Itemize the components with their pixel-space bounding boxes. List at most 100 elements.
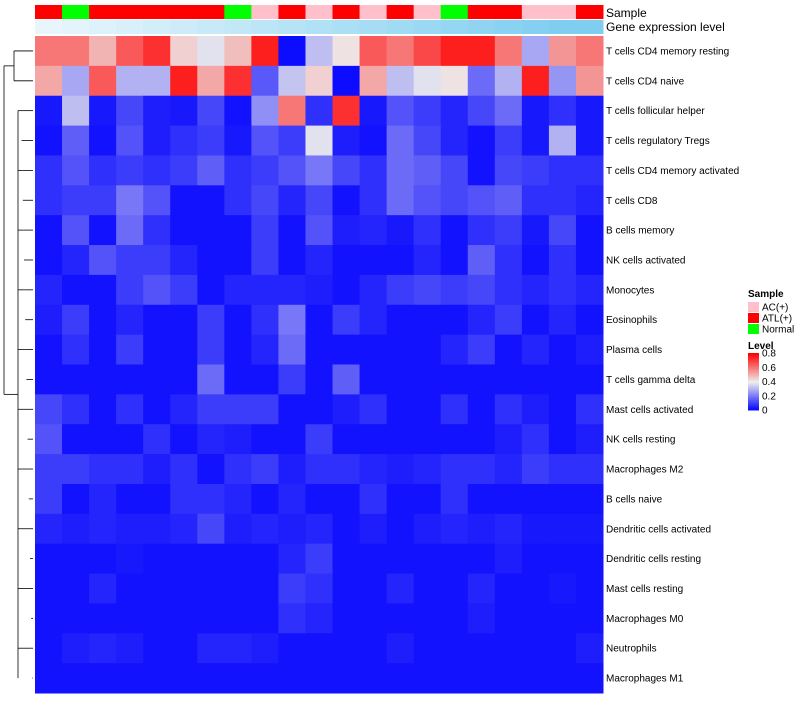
heatmap-cell: [62, 304, 90, 336]
level-legend-bar-segment: [748, 390, 759, 392]
expression-annotation-cell: [305, 20, 334, 34]
heatmap-cell: [143, 36, 171, 67]
heatmap-cell: [440, 155, 469, 186]
heatmap-cell: [413, 334, 442, 365]
heatmap-cell: [359, 36, 388, 67]
heatmap-cell: [62, 424, 90, 455]
level-legend-bar-segment: [748, 374, 759, 377]
heatmap-cell: [467, 573, 496, 604]
heatmap-cell: [197, 663, 225, 694]
sample-legend-label: Normal: [762, 325, 794, 336]
heatmap-cell: [548, 454, 577, 485]
heatmap-cell: [467, 304, 496, 336]
heatmap-cell: [359, 483, 388, 515]
heatmap-cell: [386, 245, 415, 276]
heatmap-cell: [494, 424, 523, 455]
heatmap-cell: [521, 663, 550, 694]
heatmap-cell: [170, 573, 198, 604]
heatmap-cell: [89, 454, 117, 485]
heatmap-cell: [467, 454, 496, 485]
heatmap-cell: [467, 513, 496, 545]
level-legend-bar-segment: [748, 381, 759, 384]
expression-annotation-cell: [197, 20, 225, 34]
heatmap-cell: [89, 543, 117, 575]
heatmap-cell: [116, 424, 144, 455]
heatmap-cell: [278, 513, 306, 545]
heatmap-cell: [494, 513, 523, 545]
expression-annotation-cell: [386, 20, 415, 34]
heatmap-cell: [89, 185, 117, 216]
heatmap-cell: [413, 245, 442, 276]
heatmap-cell: [278, 304, 306, 336]
heatmap-cell: [143, 215, 171, 246]
heatmap-cell: [278, 454, 306, 485]
heatmap-cell: [35, 155, 63, 186]
heatmap-cell: [575, 95, 604, 127]
annotation-tracks: [35, 5, 604, 34]
heatmap-cell: [170, 513, 198, 545]
heatmap-cell: [494, 65, 523, 97]
heatmap-cell: [305, 185, 334, 216]
sample-annotation-cell: [305, 5, 334, 19]
heatmap-cell: [305, 274, 334, 306]
level-legend-bar-segment: [748, 360, 759, 363]
row-label: Neutrophils: [606, 644, 657, 655]
heatmap-cell: [278, 95, 306, 127]
heatmap-cell: [89, 95, 117, 127]
heatmap-cell: [548, 394, 577, 425]
heatmap-cell: [467, 274, 496, 306]
heatmap-cell: [332, 125, 361, 156]
heatmap-cell: [224, 125, 252, 156]
heatmap-cell: [278, 364, 306, 395]
heatmap-cell: [413, 65, 442, 97]
heatmap-cell: [62, 364, 90, 395]
heatmap-cell: [251, 65, 279, 97]
row-label: Dendritic cells resting: [606, 554, 701, 565]
heatmap-cell: [143, 65, 171, 97]
heatmap-cell: [251, 36, 279, 67]
heatmap-cell: [62, 573, 90, 604]
level-legend-bar-segment: [748, 364, 759, 367]
heatmap-cell: [197, 65, 225, 97]
heatmap-cell: [548, 663, 577, 694]
row-label: T cells regulatory Tregs: [606, 136, 710, 147]
heatmap-cell: [89, 334, 117, 365]
level-legend-bar-segment: [748, 401, 759, 404]
heatmap-cell: [116, 663, 144, 694]
heatmap-cell: [170, 65, 198, 97]
heatmap-cell: [359, 155, 388, 186]
heatmap-cell: [35, 603, 63, 634]
heatmap-cell: [305, 65, 334, 97]
heatmap-cell: [35, 633, 63, 664]
heatmap-cell: [170, 125, 198, 156]
heatmap-cell: [413, 483, 442, 515]
heatmap-cell: [440, 304, 469, 336]
heatmap-cell: [278, 245, 306, 276]
heatmap-cell: [251, 95, 279, 127]
expression-annotation-cell: [359, 20, 388, 34]
heatmap-cell: [440, 364, 469, 395]
level-legend-bar-segment: [748, 388, 759, 391]
level-legend-bar-segment: [748, 361, 759, 364]
row-label: T cells CD4 memory activated: [606, 166, 739, 177]
heatmap-cell: [89, 245, 117, 276]
heatmap-cell: [89, 633, 117, 664]
heatmap-cell: [251, 364, 279, 395]
heatmap-cell: [494, 245, 523, 276]
heatmap-cell: [251, 394, 279, 425]
sample-annotation-cell: [413, 5, 442, 19]
heatmap-cell: [548, 245, 577, 276]
heatmap-cell: [494, 185, 523, 216]
heatmap-cell: [251, 274, 279, 306]
heatmap-cell: [440, 543, 469, 575]
level-legend-bar-segment: [748, 377, 759, 380]
heatmap-cell: [305, 394, 334, 425]
heatmap-cell: [521, 125, 550, 156]
heatmap-cell: [62, 483, 90, 515]
heatmap-cell: [278, 543, 306, 575]
heatmap-cell: [143, 483, 171, 515]
heatmap-cell: [386, 543, 415, 575]
heatmap-cell: [305, 543, 334, 575]
heatmap-cell: [575, 274, 604, 306]
level-legend-bar-segment: [748, 385, 759, 388]
